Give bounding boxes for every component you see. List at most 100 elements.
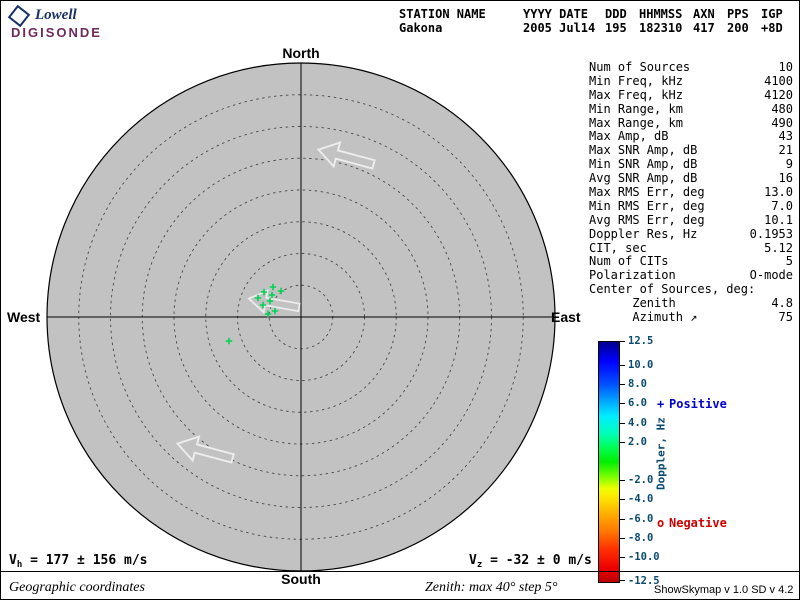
header-column: STATION NAME Gakona [399, 7, 517, 35]
info-row: Polarization O-mode [589, 268, 793, 283]
colorbar-tick-label: 10.0 [628, 359, 654, 371]
info-row-value: 21 [778, 143, 793, 158]
info-row-value: O-mode [749, 268, 793, 283]
header-column-value: Gakona [399, 21, 443, 35]
header-column: IGP +8D [761, 7, 787, 35]
info-row-value: 10.1 [764, 212, 793, 227]
info-row-value: 4.8 [771, 296, 793, 311]
source-point [269, 283, 277, 291]
info-row-label: Zenith [589, 296, 676, 311]
legend-positive: + Positive [657, 397, 727, 411]
vz-subscript: z [476, 560, 483, 570]
colorbar-tick-label: 6.0 [628, 397, 647, 410]
info-row: CIT, sec 5.12 [589, 240, 793, 256]
header-column-value: 200 [727, 21, 749, 35]
header-column-label: STATION NAME [399, 7, 486, 21]
info-row-label: Min Range, km [589, 101, 683, 116]
info-row: Avg RMS Err, deg 10.1 [589, 212, 793, 228]
info-row-value: 490 [771, 115, 793, 130]
header-column-value: +8D [761, 21, 783, 35]
header-column: YYYY DATE 2005 Jul14 [523, 7, 599, 35]
info-row-value: 4100 [764, 73, 793, 88]
info-row-value: 7.0 [771, 198, 793, 213]
info-row-label: Min Freq, kHz [589, 73, 683, 88]
info-row: Min RMS Err, deg 7.0 [589, 198, 793, 214]
source-point [225, 337, 233, 345]
info-row-value: 13.0 [764, 185, 793, 200]
circle-marker-icon: o [657, 516, 665, 530]
vz-symbol: V [469, 553, 477, 568]
source-point [268, 291, 276, 299]
header-column: HHMMSS 182310 [639, 7, 687, 35]
colorbar-tick-label: 4.0 [628, 416, 647, 429]
info-row: Zenith 4.8 [589, 296, 793, 311]
compass-label-south: South [281, 571, 321, 587]
version-text: ShowSkymap v 1.0 SD v 4.2 [654, 584, 794, 596]
info-row-label: Max Freq, kHz [589, 87, 683, 102]
vh-readout: Vh = 177 ± 156 m/s [9, 553, 147, 570]
header-column-label: HHMMSS [639, 7, 683, 21]
info-row: Num of CITs 5 [589, 255, 793, 269]
colorbar-tick-label: 8.0 [628, 378, 647, 391]
info-row: Min SNR Amp, dB 9 [589, 157, 793, 172]
header-column: DDD 195 [605, 7, 633, 35]
info-row-label: Max Range, km [589, 115, 683, 130]
header-column-value: 417 [693, 21, 715, 35]
colorbar-tick [620, 518, 625, 520]
info-row: Azimuth ↗ 75 [589, 310, 793, 325]
source-point [254, 294, 262, 302]
info-row-label: Avg RMS Err, deg [589, 212, 705, 227]
header-column-label: DDD [605, 7, 627, 21]
header-column: PPS 200 [727, 7, 755, 35]
plus-marker-icon: + [657, 397, 665, 411]
info-row-label: Max SNR Amp, dB [589, 143, 698, 158]
info-row: Avg SNR Amp, dB 16 [589, 171, 793, 186]
source-point [264, 310, 272, 318]
info-row-label: Num of CITs [589, 254, 669, 269]
info-row-value: 4120 [764, 87, 793, 102]
info-row-value: 10 [778, 60, 793, 74]
colorbar-tick-label: -10.0 [628, 551, 660, 563]
vh-value: = 177 ± 156 m/s [22, 553, 148, 568]
colorbar-tick-label: -2.0 [628, 474, 654, 487]
colorbar-title: Doppler, Hz [654, 417, 668, 490]
info-row-label: Doppler Res, Hz [589, 226, 698, 241]
velocity-arrow-icon [247, 289, 301, 315]
header-column-label: IGP [761, 7, 783, 21]
colorbar-tick [620, 441, 625, 443]
brand-name: Lowell [35, 7, 77, 23]
legend-negative-label: Negative [669, 516, 727, 530]
colorbar-tick [620, 580, 625, 581]
zenith-range-note: Zenith: max 40° step 5° [425, 580, 558, 595]
info-row-label: CIT, sec [589, 240, 647, 255]
doppler-colorbar [598, 341, 620, 583]
info-row: Max Range, km 490 [589, 115, 793, 131]
info-row-label: Num of Sources [589, 60, 691, 74]
vz-value: = -32 ± 0 m/s [482, 553, 592, 568]
info-row-value: 43 [778, 129, 793, 144]
info-row: Center of Sources, deg: [589, 282, 793, 297]
colorbar-tick [620, 537, 625, 539]
info-row-label: Azimuth ↗ [589, 310, 698, 325]
status-bar: Geographic coordinates Zenith: max 40° s… [1, 571, 799, 599]
header-column-label: YYYY DATE [523, 7, 589, 21]
header-column-value: 195 [605, 21, 627, 35]
info-panel: Num of Sources 10 Min Freq, kHz 4100 Max Fre… [589, 60, 793, 325]
source-point [260, 288, 268, 296]
colorbar-tick [620, 365, 625, 366]
colorbar-tick [620, 341, 625, 342]
colorbar-tick [620, 384, 625, 386]
source-point [271, 307, 279, 315]
info-row: Max Amp, dB 43 [589, 130, 793, 144]
colorbar-tick-label: 12.5 [628, 335, 654, 347]
info-row-label: Min RMS Err, deg [589, 198, 705, 213]
source-point [266, 297, 274, 305]
header-column-label: AXN [693, 7, 715, 21]
info-row: Min Freq, kHz 4100 [589, 73, 793, 89]
header-column-value: 182310 [639, 21, 683, 35]
compass-label-north: North [282, 45, 320, 61]
info-row-value: 0.1953 [749, 226, 793, 241]
colorbar-tick-label: -6.0 [628, 512, 654, 525]
